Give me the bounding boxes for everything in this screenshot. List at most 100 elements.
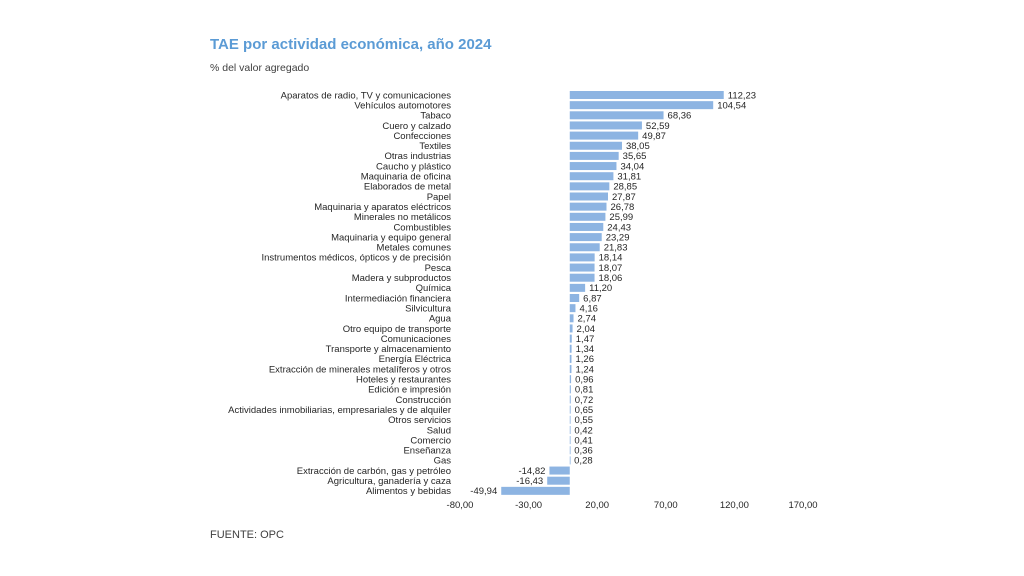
value-label: 2,04: [577, 324, 596, 335]
bar: [569, 304, 576, 313]
bar: [569, 121, 642, 130]
category-label: Hoteles y restaurantes: [356, 375, 451, 386]
category-label: Otro equipo de transporte: [343, 324, 451, 335]
chart-source: FUENTE: OPC: [210, 529, 284, 541]
value-label: 104,54: [717, 100, 746, 111]
value-label: 1,34: [576, 344, 595, 355]
category-label: Agricultura, ganadería y caza: [327, 476, 451, 487]
bar: [569, 222, 604, 231]
bar: [569, 151, 619, 160]
value-label: 0,55: [575, 415, 594, 426]
category-label: Papel: [427, 192, 451, 203]
category-label: Vehículos automotores: [354, 100, 451, 111]
bar: [569, 395, 571, 404]
value-label: 0,72: [575, 395, 594, 406]
bar: [569, 283, 586, 292]
bar: [569, 172, 614, 181]
value-label: 68,36: [668, 111, 692, 122]
value-label: 26,78: [611, 202, 635, 213]
value-label: 1,26: [575, 354, 594, 365]
bar: [569, 182, 610, 191]
bar: [569, 263, 595, 272]
value-label: 31,81: [617, 172, 641, 183]
value-label: -14,82: [518, 466, 545, 477]
value-label: 21,83: [604, 243, 628, 254]
value-label: 0,96: [575, 375, 594, 386]
category-label: Tabaco: [420, 111, 451, 122]
bar: [569, 202, 607, 211]
category-label: Alimentos y bebidas: [366, 486, 451, 497]
category-label: Instrumentos médicos, ópticos y de preci…: [261, 253, 451, 264]
category-label: Metales comunes: [377, 243, 452, 254]
bar: [569, 91, 724, 99]
bar: [569, 425, 571, 434]
bar: [569, 131, 639, 140]
bar: [569, 375, 572, 384]
x-tick-label: -80,00: [447, 500, 474, 511]
value-label: -16,43: [516, 476, 543, 487]
value-label: 23,29: [606, 232, 630, 243]
value-label: 112,23: [728, 90, 756, 101]
value-label: 18,07: [599, 263, 623, 274]
value-label: 35,65: [623, 151, 647, 162]
value-label: 25,99: [609, 212, 633, 223]
bar: [569, 294, 580, 302]
bar: [569, 446, 571, 455]
value-label: 0,42: [574, 425, 593, 436]
chart-subtitle: % del valor agregado: [210, 62, 310, 74]
category-label: Combustibles: [393, 222, 451, 233]
category-label: Química: [416, 283, 452, 294]
category-label: Caucho y plástico: [376, 161, 451, 172]
category-label: Elaborados de metal: [364, 182, 451, 193]
category-label: Otras industrias: [384, 151, 451, 162]
value-label: 34,04: [620, 161, 644, 172]
category-label: Salud: [427, 425, 451, 436]
bar: [569, 334, 572, 343]
bar: [569, 162, 617, 171]
value-label: 49,87: [642, 131, 666, 142]
bar: [569, 354, 572, 363]
value-label: 0,36: [574, 446, 593, 457]
chart-title: TAE por actividad económica, año 2024: [210, 36, 492, 53]
category-label: Actividades inmobiliarias, empresariales…: [228, 405, 451, 416]
value-label: 24,43: [607, 222, 631, 233]
value-label: 11,20: [589, 283, 612, 294]
bar: [569, 243, 600, 252]
x-tick-label: -30,00: [515, 500, 542, 511]
x-tick-label: 20,00: [585, 500, 609, 511]
category-label: Textiles: [419, 141, 451, 152]
category-label: Gas: [434, 456, 452, 467]
bar: [569, 456, 571, 465]
category-label: Extracción de carbón, gas y petróleo: [297, 466, 451, 477]
value-label: 52,59: [646, 121, 670, 132]
category-label: Pesca: [425, 263, 452, 274]
x-tick-label: 70,00: [654, 500, 678, 511]
bar: [569, 324, 573, 333]
value-label: 0,41: [574, 435, 593, 446]
bar: [569, 365, 572, 374]
bar: [569, 141, 622, 150]
bar: [569, 415, 571, 424]
category-label: Aparatos de radio, TV y comunicaciones: [281, 90, 452, 101]
value-label: 0,65: [575, 405, 594, 416]
value-label: 2,74: [578, 314, 597, 325]
category-label: Comercio: [410, 435, 451, 446]
bar: [569, 253, 595, 262]
category-label: Minerales no metálicos: [354, 212, 451, 223]
bar: [569, 385, 571, 394]
bar: [569, 111, 664, 120]
bar: [569, 405, 571, 414]
value-label: -49,94: [470, 486, 497, 497]
bar: [569, 273, 595, 282]
bar: [569, 314, 574, 323]
value-label: 1,47: [576, 334, 595, 345]
bar: [569, 212, 606, 221]
value-label: 6,87: [583, 293, 602, 304]
bar: [569, 233, 602, 242]
category-label: Construcción: [396, 395, 451, 406]
value-label: 28,85: [613, 182, 637, 193]
bar: [569, 344, 572, 353]
bar: [547, 476, 570, 485]
value-label: 0,28: [574, 456, 593, 467]
